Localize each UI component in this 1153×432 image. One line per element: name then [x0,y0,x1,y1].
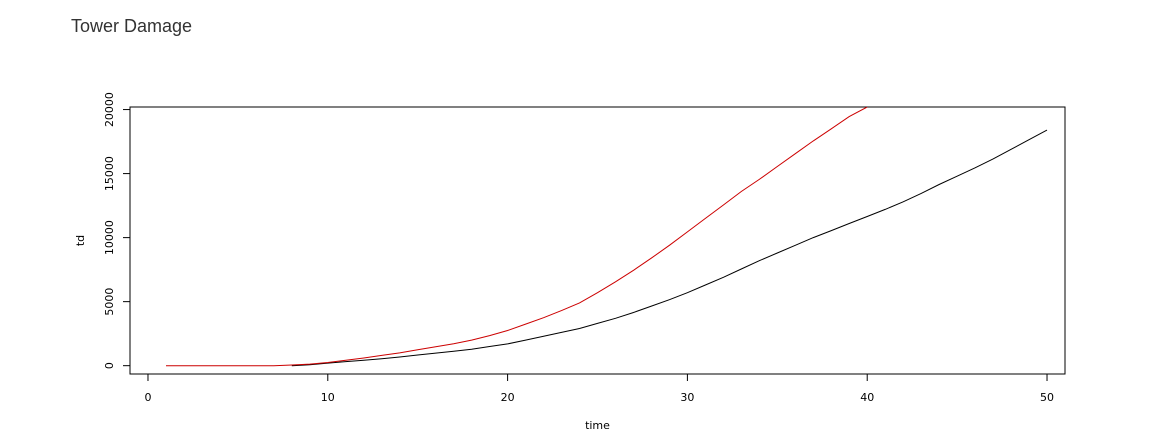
y-axis-label: td [74,235,87,246]
x-tick-label: 40 [860,391,874,404]
page-title: Tower Damage [71,16,193,36]
y-tick-label: 15000 [103,156,116,191]
x-tick-label: 50 [1040,391,1054,404]
series-line-2 [166,107,868,367]
x-axis-label: time [585,419,610,432]
x-tick-label: 10 [321,391,335,404]
x-tick-label: 0 [144,391,151,404]
x-tick-label: 20 [501,391,515,404]
y-tick-label: 0 [103,362,116,369]
y-tick-label: 20000 [103,92,116,127]
x-tick-label: 30 [680,391,694,404]
y-tick-label: 5000 [103,288,116,316]
series-line-1 [291,129,1048,367]
plot-frame [129,106,1066,375]
y-tick-label: 10000 [103,220,116,255]
